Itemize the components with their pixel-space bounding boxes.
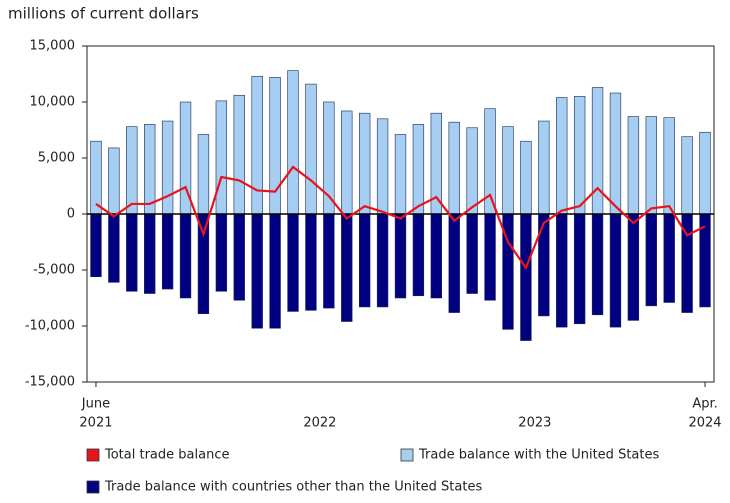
- bar: [251, 75, 263, 215]
- x-year-label: 2024: [688, 416, 721, 431]
- bar: [412, 213, 425, 297]
- x-year-label: 2021: [79, 416, 112, 431]
- y-tick-label: -10,000: [25, 319, 75, 334]
- x-year-label: 2023: [518, 416, 551, 431]
- legend-label: Trade balance with the United States: [418, 448, 659, 463]
- bar: [126, 126, 138, 215]
- bar: [215, 213, 228, 292]
- bar: [251, 213, 263, 329]
- bar: [341, 110, 353, 215]
- bar: [323, 213, 335, 309]
- bar: [358, 112, 371, 215]
- bar: [645, 213, 657, 307]
- y-tick-label: 5,000: [38, 151, 75, 166]
- bar: [448, 213, 460, 313]
- y-tick-label: 0: [67, 207, 75, 222]
- chart-title: millions of current dollars: [8, 5, 199, 23]
- bar: [215, 100, 228, 215]
- legend-swatch: [86, 480, 100, 494]
- y-tick-label: 15,000: [30, 39, 76, 54]
- x-year-label: 2022: [303, 416, 336, 431]
- bar: [161, 120, 174, 215]
- bar: [645, 116, 657, 215]
- bar: [161, 213, 174, 290]
- bar: [305, 83, 317, 215]
- bar: [430, 213, 443, 299]
- line: [95, 165, 706, 271]
- bar: [287, 70, 299, 215]
- bar: [233, 94, 245, 215]
- bar: [663, 213, 675, 303]
- bar: [358, 213, 371, 308]
- y-tick-label: -15,000: [25, 375, 75, 390]
- bar: [448, 121, 460, 215]
- bar: [144, 124, 156, 215]
- bar: [520, 213, 532, 341]
- legend-label: Trade balance with countries other than …: [104, 480, 482, 495]
- bar: [573, 96, 586, 215]
- x-tick-label: June: [81, 397, 110, 412]
- bar: [108, 147, 120, 215]
- bar: [376, 118, 389, 215]
- bar: [699, 131, 711, 215]
- bar: [144, 213, 156, 294]
- bar: [627, 116, 640, 215]
- bar: [90, 140, 102, 215]
- bar: [609, 213, 622, 328]
- bar: [520, 140, 532, 215]
- legend-label: Total trade balance: [104, 448, 229, 463]
- bar: [269, 77, 281, 215]
- bar: [376, 213, 389, 308]
- bar: [556, 213, 568, 328]
- legend-swatch: [400, 448, 414, 462]
- bar: [394, 213, 407, 299]
- bar: [466, 213, 478, 294]
- bar: [573, 213, 586, 325]
- bar: [681, 136, 693, 215]
- bar: [341, 213, 353, 322]
- bar: [394, 134, 407, 215]
- bar: [412, 124, 425, 215]
- bar: [269, 213, 281, 329]
- bar: [233, 213, 245, 301]
- y-tick-label: -5,000: [33, 263, 75, 278]
- bar: [591, 87, 604, 215]
- bar: [556, 97, 568, 215]
- bar: [197, 213, 210, 314]
- bar: [663, 117, 675, 215]
- bar: [197, 134, 210, 215]
- bar: [609, 92, 622, 215]
- bar: [502, 126, 514, 215]
- bar: [484, 213, 496, 301]
- bar: [179, 213, 192, 299]
- legend-swatch: [86, 448, 100, 462]
- bar: [108, 213, 120, 283]
- bar: [538, 120, 550, 215]
- bar: [126, 213, 138, 292]
- bar: [591, 213, 604, 316]
- bar: [466, 127, 478, 215]
- bar: [287, 213, 299, 312]
- x-tick-label: Apr.: [692, 397, 717, 412]
- bar: [305, 213, 317, 311]
- y-tick-label: 10,000: [30, 95, 76, 110]
- bar: [627, 213, 640, 321]
- bar: [90, 213, 102, 278]
- bar: [538, 213, 550, 317]
